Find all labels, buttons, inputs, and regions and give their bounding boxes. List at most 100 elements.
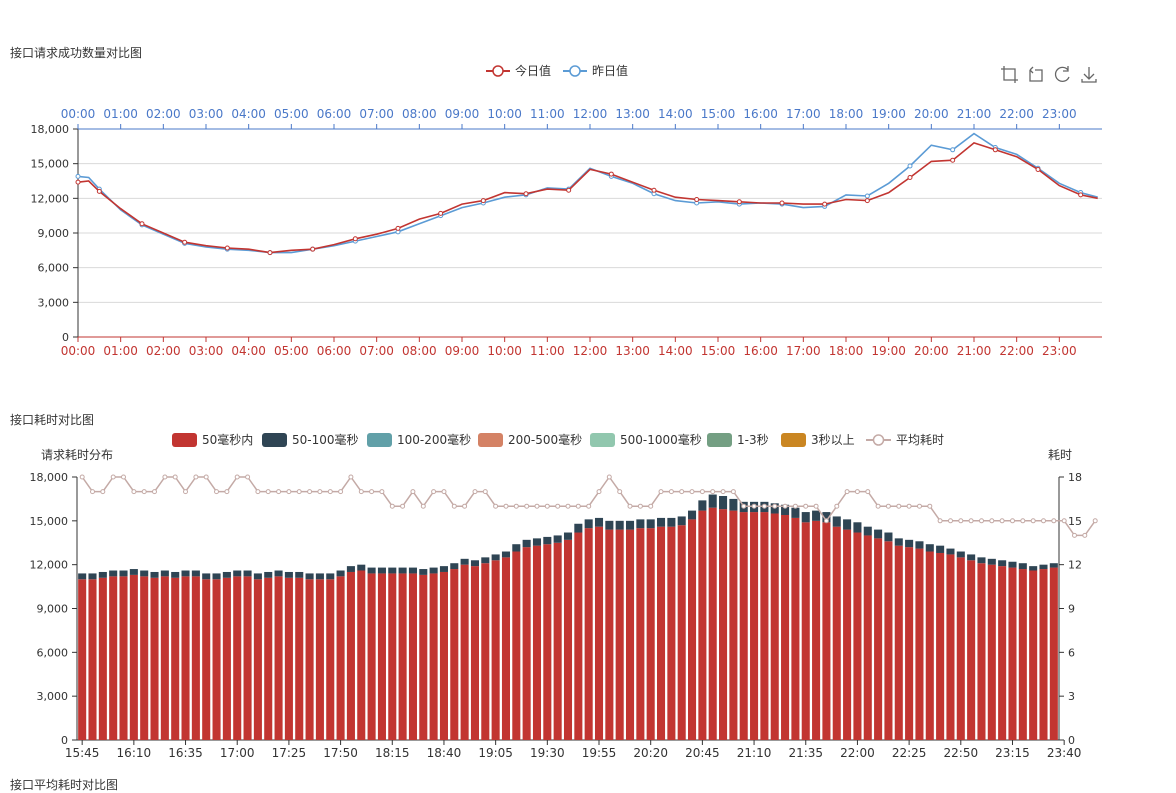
bar-segment (357, 564, 366, 571)
bar-segment (98, 577, 107, 740)
bar-segment (605, 520, 614, 530)
legend-item-0[interactable]: 50毫秒内 (172, 432, 253, 447)
bar-segment (843, 529, 852, 740)
legend-label: 500-1000毫秒 (620, 432, 702, 447)
x-tick-label-top: 01:00 (103, 107, 138, 121)
bar-segment (78, 573, 87, 580)
legend-item-1[interactable]: 50-100毫秒 (262, 432, 359, 447)
x-tick-label-top: 23:00 (1042, 107, 1077, 121)
bar-segment (574, 523, 583, 533)
bar-segment (408, 567, 417, 574)
avg-latency-point (958, 518, 964, 524)
x-tick-label-bottom: 18:00 (829, 344, 864, 358)
bar-segment (925, 544, 934, 552)
legend-swatch (367, 433, 392, 447)
legend-swatch (590, 433, 615, 447)
series-point (864, 193, 870, 199)
series-point (651, 187, 657, 193)
bar-segment (264, 571, 273, 578)
legend-label: 50毫秒内 (202, 432, 253, 447)
avg-latency-point (286, 489, 292, 495)
zoom-icon-path (1001, 66, 1018, 83)
x-tick-label-top: 15:00 (701, 107, 736, 121)
bar-segment (181, 576, 190, 740)
bar-segment (439, 571, 448, 740)
legend-marker (569, 65, 581, 77)
bar-segment (1008, 561, 1017, 568)
avg-latency-point (224, 489, 230, 495)
bar-segment (522, 539, 531, 548)
legend-item-4[interactable]: 500-1000毫秒 (590, 432, 702, 447)
legend-item-today[interactable]: 今日值 (486, 63, 551, 78)
bar-segment (264, 577, 273, 740)
zoom-reset-icon[interactable] (1029, 66, 1043, 82)
restore-icon[interactable] (1054, 66, 1070, 82)
x-tick-label-bottom: 02:00 (146, 344, 181, 358)
avg-latency-point (1082, 532, 1088, 538)
bar-segment (1029, 570, 1038, 740)
x-tick-label-top: 13:00 (615, 107, 650, 121)
avg-latency-point (141, 489, 147, 495)
series-point (480, 198, 486, 204)
bar-segment (1008, 567, 1017, 740)
zoom-icon[interactable] (1001, 66, 1018, 83)
avg-latency-point (710, 489, 716, 495)
bar-segment (584, 528, 593, 740)
bar-segment (853, 532, 862, 740)
avg-latency-point (1010, 518, 1015, 524)
bar-segment (636, 528, 645, 740)
avg-latency-point (668, 489, 674, 495)
legend-item-2[interactable]: 100-200毫秒 (367, 432, 471, 447)
series-point (907, 163, 913, 169)
series-point (950, 157, 956, 163)
avg-latency-point (183, 489, 188, 495)
legend-item-7[interactable]: 平均耗时 (866, 433, 944, 447)
avg-latency-point (679, 489, 685, 495)
bar-segment (563, 532, 573, 540)
avg-latency-point (999, 518, 1005, 524)
bar-segment (915, 541, 924, 549)
avg-latency-point (296, 489, 302, 495)
bar-segment (584, 519, 593, 529)
bar-segment (336, 570, 345, 577)
x-tick-label-top: 09:00 (445, 107, 480, 121)
avg-latency-point (358, 489, 364, 495)
bar-segment (925, 551, 934, 740)
bar-segment (863, 535, 872, 740)
y-tick-label: 3,000 (37, 690, 69, 703)
avg-latency-point (524, 503, 530, 509)
y-tick-label: 12,000 (31, 192, 70, 205)
legend-item-6[interactable]: 3秒以上 (781, 433, 855, 447)
bar-segment (305, 573, 314, 580)
y2-tick-label: 9 (1068, 603, 1075, 616)
bar-segment (243, 570, 252, 577)
download-icon[interactable] (1081, 67, 1097, 83)
bar-segment (109, 576, 118, 740)
zoom-reset-icon-path (1029, 66, 1043, 82)
bar-segment (832, 516, 841, 527)
bar-segment (398, 573, 407, 740)
bar-segment (253, 573, 262, 580)
bar-segment (512, 551, 521, 740)
x-tick-label-top: 04:00 (231, 107, 266, 121)
x-tick-label: 19:55 (582, 746, 617, 760)
avg-latency-point (720, 489, 726, 495)
bar-segment (481, 557, 490, 564)
bar-segment (243, 576, 252, 740)
bar-segment (1018, 563, 1027, 570)
x-tick-label-top: 12:00 (573, 107, 608, 121)
bar-segment (688, 519, 697, 740)
legend-item-3[interactable]: 200-500毫秒 (478, 432, 582, 447)
bar-segment (801, 512, 810, 523)
x-tick-label-bottom: 21:00 (957, 344, 992, 358)
bar-segment (470, 566, 479, 740)
series-point (182, 239, 188, 245)
series-point (352, 236, 358, 242)
bar-segment (212, 579, 221, 740)
avg-latency-point (730, 489, 736, 495)
avg-latency-point (606, 474, 612, 480)
series-point (950, 147, 956, 153)
legend-item-5[interactable]: 1-3秒 (707, 433, 769, 447)
legend-item-yesterday[interactable]: 昨日值 (563, 63, 628, 78)
bar-segment (377, 567, 386, 574)
